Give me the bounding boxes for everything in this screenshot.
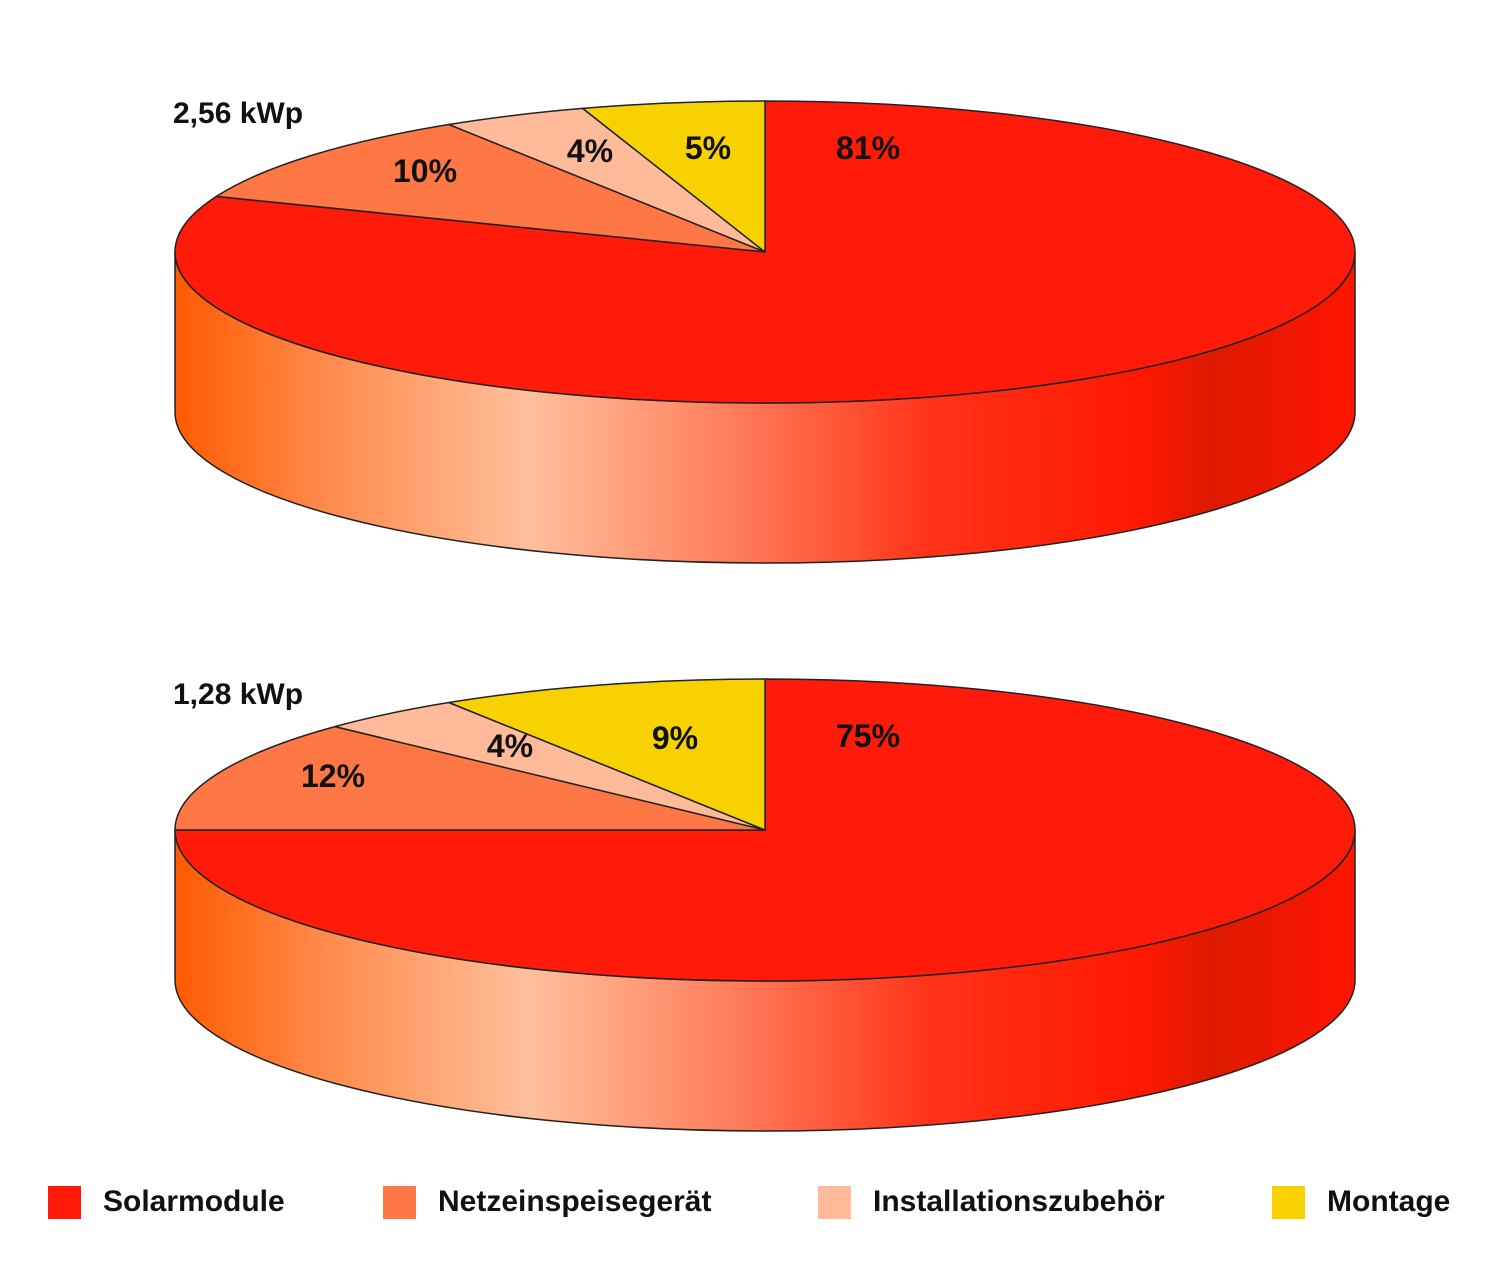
legend-label-montage: Montage xyxy=(1327,1185,1451,1218)
legend-label-installationszubehoer: Installationszubehör xyxy=(873,1185,1165,1218)
legend-swatch-montage xyxy=(1272,1185,1305,1219)
legend-item-installationszubehoer: Installationszubehör xyxy=(818,1182,1165,1222)
legend-swatch-installationszubehoer xyxy=(818,1185,851,1219)
slice-label-solarmodule: 81% xyxy=(836,130,900,166)
pie-slice-netzeinspeisegeraet xyxy=(174,725,766,831)
pie-slice-montage xyxy=(448,678,766,831)
slice-label-netzeinspeisegeraet: 10% xyxy=(393,153,457,189)
legend-swatch-netzeinspeisegeraet xyxy=(383,1185,416,1219)
pie-chart-1-28-kwp: 75% 12% 4% 9% 1,28 kWp xyxy=(173,678,1356,1132)
chart-title: 2,56 kWp xyxy=(173,97,303,130)
legend-label-netzeinspeisegeraet: Netzeinspeisegerät xyxy=(438,1185,712,1218)
legend-label-solarmodule: Solarmodule xyxy=(103,1185,285,1218)
slice-label-installationszubehoer: 4% xyxy=(487,728,533,764)
chart-title: 1,28 kWp xyxy=(173,678,303,711)
legend-item-netzeinspeisegeraet: Netzeinspeisegerät xyxy=(383,1182,711,1222)
slice-label-solarmodule: 75% xyxy=(836,718,900,754)
pie-slice-montage xyxy=(581,100,766,253)
pie-slice-netzeinspeisegeraet xyxy=(215,123,766,253)
legend-item-montage: Montage xyxy=(1272,1182,1450,1222)
pie-chart-2-56-kwp: 81% 10% 4% 5% 2,56 kWp xyxy=(173,97,1356,564)
legend-item-solarmodule: Solarmodule xyxy=(48,1182,285,1222)
legend-swatch-solarmodule xyxy=(48,1185,81,1219)
legend: Solarmodule Netzeinspeisegerät Installat… xyxy=(0,1182,1500,1222)
slice-label-montage: 5% xyxy=(685,130,731,166)
slice-label-installationszubehoer: 4% xyxy=(567,133,613,169)
slice-label-montage: 9% xyxy=(652,720,698,756)
slice-label-netzeinspeisegeraet: 12% xyxy=(301,758,365,794)
